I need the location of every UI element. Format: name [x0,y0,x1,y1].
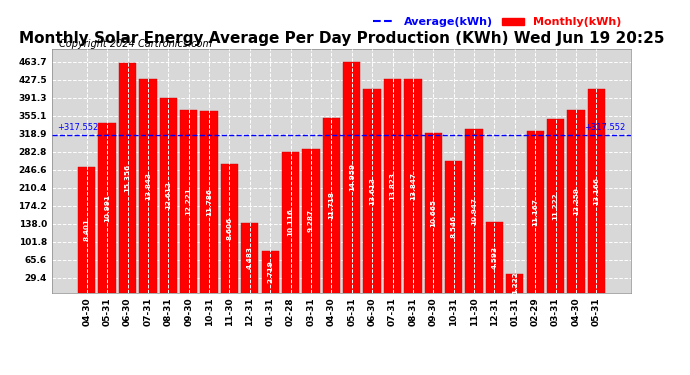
Text: 11.167: 11.167 [532,198,538,226]
Bar [78,167,95,292]
Bar [139,79,157,292]
Text: 10.991: 10.991 [104,194,110,222]
Text: 11.718: 11.718 [328,191,335,219]
Bar [465,129,483,292]
Bar [486,222,503,292]
Bar [588,90,605,292]
Text: 10.947: 10.947 [471,197,477,225]
Text: 12.221: 12.221 [186,188,192,215]
Text: 13.613: 13.613 [369,177,375,205]
Bar [241,224,259,292]
Bar [200,111,218,292]
Text: 8.546: 8.546 [451,215,457,238]
Text: 10.665: 10.665 [431,199,436,227]
Bar [567,110,584,292]
Text: 8.401: 8.401 [83,218,90,241]
Text: +317.552: +317.552 [584,123,626,132]
Bar [404,79,422,292]
Bar [221,164,238,292]
Bar [119,63,136,292]
Bar [159,98,177,292]
Text: Copyright 2024 Cartronics.com: Copyright 2024 Cartronics.com [59,39,212,50]
Text: 13.823: 13.823 [390,172,395,200]
Bar [343,62,360,292]
Text: 11.786: 11.786 [206,188,212,216]
Bar [424,134,442,292]
Text: 15.356: 15.356 [124,164,130,192]
Text: +317.552: +317.552 [57,123,99,132]
Bar [445,161,462,292]
Bar [282,152,299,292]
Bar [323,118,340,292]
Text: 14.959: 14.959 [348,163,355,191]
Bar [302,149,319,292]
Text: 11.222: 11.222 [553,192,559,220]
Bar [180,110,197,292]
Legend: Average(kWh), Monthly(kWh): Average(kWh), Monthly(kWh) [368,13,626,32]
Bar [262,251,279,292]
Title: Monthly Solar Energy Average Per Day Production (KWh) Wed Jun 19 20:25: Monthly Solar Energy Average Per Day Pro… [19,31,664,46]
Text: 13.166: 13.166 [593,177,600,205]
Bar [547,120,564,292]
Bar [384,80,401,292]
Text: 8.606: 8.606 [226,217,233,240]
Text: 10.116: 10.116 [288,208,293,236]
Bar [506,274,524,292]
Bar [364,89,381,292]
Bar [526,131,544,292]
Text: 12.259: 12.259 [573,187,579,215]
Text: 1.222: 1.222 [512,272,518,294]
Text: 2.719: 2.719 [267,260,273,283]
Text: 4.593: 4.593 [491,246,497,268]
Text: 9.287: 9.287 [308,209,314,232]
Text: 12.612: 12.612 [166,182,171,209]
Text: 4.483: 4.483 [247,246,253,269]
Text: 13.843: 13.843 [145,172,151,200]
Text: 13.847: 13.847 [410,172,416,200]
Bar [99,123,116,292]
